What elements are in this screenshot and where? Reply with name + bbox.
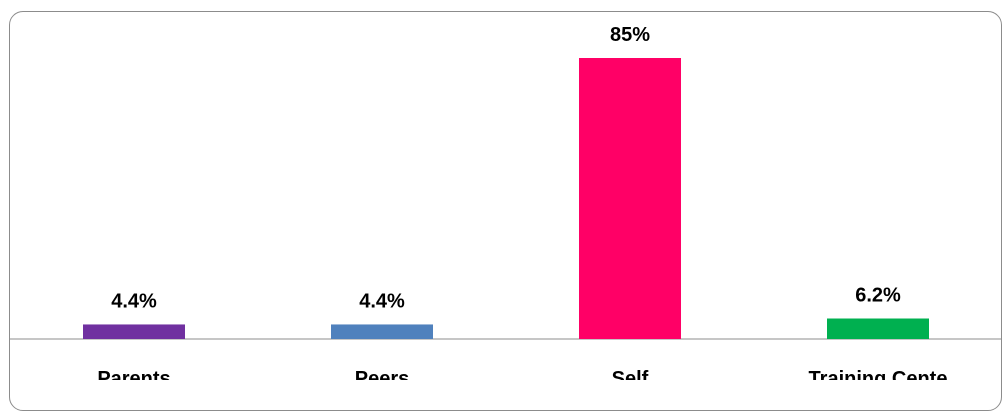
bar-peers	[331, 324, 433, 339]
bar-chart: 4.4% Parents 4.4% Peers 85% Self 6.2% Training …	[10, 24, 1002, 380]
bar-self	[579, 58, 681, 339]
category-label: Parents	[97, 368, 170, 380]
bar-parents	[83, 324, 185, 339]
category-label: Peers	[355, 368, 410, 380]
data-label: 6.2%	[855, 285, 901, 307]
bar-training-cente	[827, 318, 929, 339]
data-label: 4.4%	[359, 290, 405, 312]
data-label: 4.4%	[111, 290, 157, 312]
data-label: 85%	[610, 24, 650, 46]
category-label: Training Cente	[809, 368, 948, 380]
chart-frame	[9, 11, 1002, 411]
category-label: Self	[612, 368, 649, 380]
